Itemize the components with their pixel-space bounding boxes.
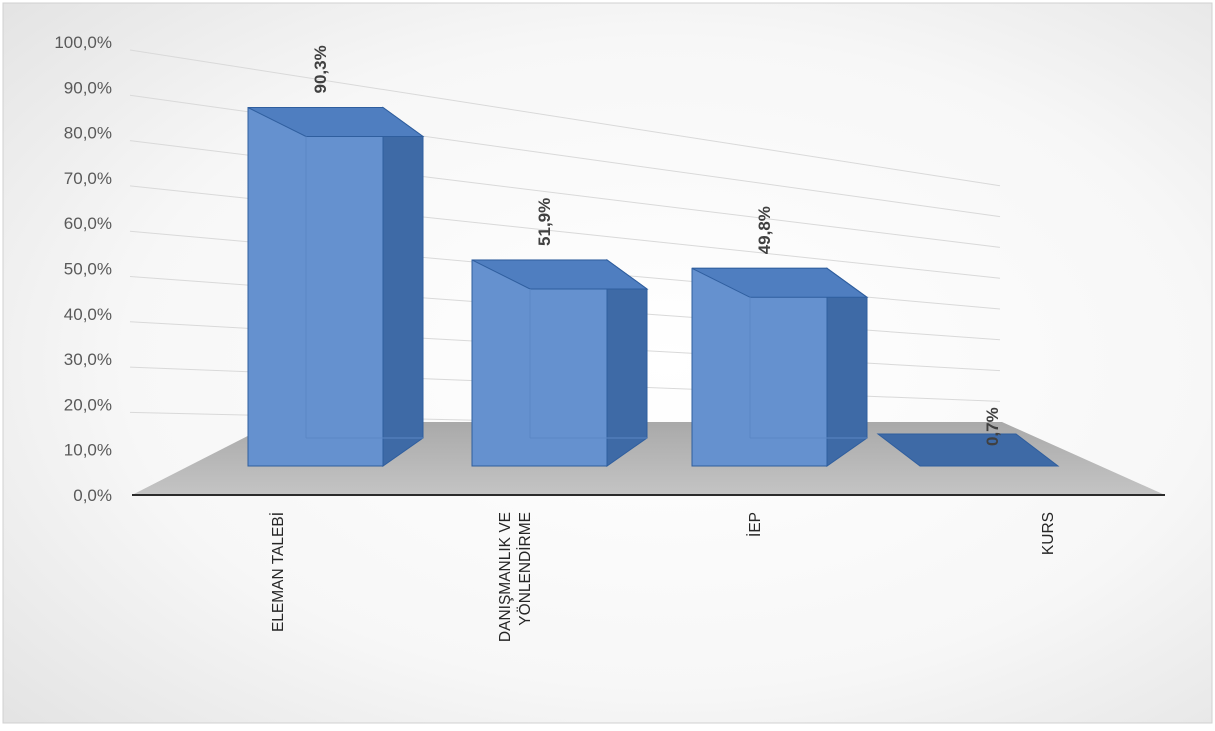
y-tick-label: 10,0% [64,441,112,460]
bar [691,267,869,467]
y-tick-label: 80,0% [64,124,112,143]
data-labels: 90,3% 51,9% 49,8% 0,7% [311,45,1002,446]
bar-side-face [606,258,648,467]
data-label: 51,9% [535,198,554,246]
x-category-label: YÖNLENDİRME [516,512,534,626]
y-tick-label: 90,0% [64,78,112,97]
bar [876,433,1060,467]
y-tick-label: 60,0% [64,214,112,233]
x-category-label: DANIŞMANLIK VE [497,512,514,642]
x-category-label: KURS [1040,512,1057,555]
bars [247,106,1060,467]
y-tick-label: 20,0% [64,395,112,414]
bar-side-face [826,267,868,467]
y-tick-label: 30,0% [64,350,112,369]
y-tick-label: 0,0% [73,486,112,505]
bar-front-face [471,259,608,467]
bar-front-face [247,107,384,467]
bar-top-face [691,267,869,298]
x-category-label: ELEMAN TALEBİ [269,512,287,632]
y-tick-label: 100,0% [54,33,112,52]
bar-top-face [247,107,425,138]
y-tick-label: 70,0% [64,169,112,188]
x-category-label: İEP [746,512,764,537]
x-axis-categories: ELEMAN TALEBİ DANIŞMANLIK VE YÖNLENDİRME İE… [269,512,1057,642]
y-axis-ticks: 0,0% 10,0% 20,0% 30,0% 40,0% 50,0% 60,0% 70,0% 8… [54,33,112,505]
y-tick-label: 50,0% [64,260,112,279]
data-label: 90,3% [311,45,330,93]
bar-side-face [382,106,424,467]
bar [247,106,425,467]
gridline [129,49,1001,187]
data-label: 0,7% [983,407,1002,446]
bar [471,258,649,467]
bar-front-face [691,267,828,467]
data-label: 49,8% [755,206,774,254]
bar-top-face [876,433,1060,467]
y-tick-label: 40,0% [64,305,112,324]
bar-top-face [471,259,649,290]
